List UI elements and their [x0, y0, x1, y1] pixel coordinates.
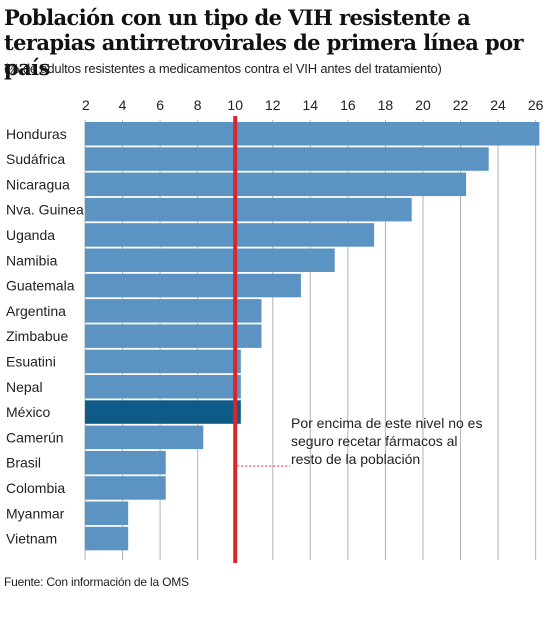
category-label: Vietnam [6, 531, 57, 547]
bar [85, 425, 204, 450]
category-label: Colombia [6, 480, 65, 496]
bars [85, 122, 540, 551]
bar [85, 349, 241, 374]
annotation-line: Por encima de este nivel no es [291, 415, 482, 431]
bar [85, 299, 262, 323]
category-label: México [6, 404, 51, 420]
bar [85, 375, 241, 399]
category-label: Nepal [6, 379, 43, 395]
x-tick-label: 12 [265, 97, 281, 113]
x-axis-ticks: 2 4 6 8 10 12 14 16 18 20 22 24 26 [82, 97, 544, 113]
x-tick-label: 18 [378, 97, 394, 113]
category-label: Argentina [6, 303, 66, 319]
category-label: Camerún [6, 429, 64, 445]
x-tick-label: 10 [227, 97, 243, 113]
bar [85, 526, 129, 551]
category-labels: Honduras Sudáfrica Nicaragua Nva. Guinea Uga… [6, 126, 84, 547]
category-label: Uganda [6, 227, 55, 243]
x-tick-label: 14 [303, 97, 319, 113]
category-label: Guatemala [6, 278, 75, 294]
bar [85, 248, 335, 272]
bar [85, 476, 166, 500]
category-label: Honduras [6, 126, 67, 142]
x-tick-label: 2 [82, 97, 90, 113]
annotation-line: seguro recetar fármacos al [291, 433, 458, 449]
annotation-line: resto de la población [291, 451, 420, 467]
category-label: Nicaragua [6, 176, 70, 192]
bar [85, 197, 412, 222]
x-tick-label: 20 [415, 97, 431, 113]
bar [85, 172, 467, 197]
bar [85, 324, 262, 348]
bar [85, 450, 166, 475]
bar [85, 501, 129, 525]
category-label: Namibia [6, 252, 58, 268]
category-label: Myanmar [6, 505, 65, 521]
bar [85, 400, 241, 424]
category-label: Sudáfrica [6, 151, 65, 167]
x-tick-label: 8 [194, 97, 202, 113]
x-tick-label: 22 [453, 97, 469, 113]
chart-title: Población con un tipo de VIH resistente … [4, 5, 524, 80]
bar [85, 122, 540, 146]
category-label: Nva. Guinea [6, 202, 84, 218]
threshold-annotation: Por encima de este nivel no es seguro rec… [291, 415, 482, 467]
bar [85, 223, 375, 247]
chart-subtitle: (% de adultos resistentes a medicamentos… [4, 61, 442, 76]
bar [85, 147, 489, 171]
x-tick-label: 26 [528, 97, 544, 113]
x-tick-label: 6 [156, 97, 164, 113]
category-label: Brasil [6, 455, 41, 471]
x-tick-label: 24 [490, 97, 506, 113]
category-label: Esuatini [6, 353, 56, 369]
source-note: Fuente: Con información de la OMS [4, 575, 189, 589]
category-label: Zimbabue [6, 328, 68, 344]
bar [85, 273, 301, 298]
x-tick-label: 4 [119, 97, 127, 113]
x-tick-label: 16 [340, 97, 356, 113]
